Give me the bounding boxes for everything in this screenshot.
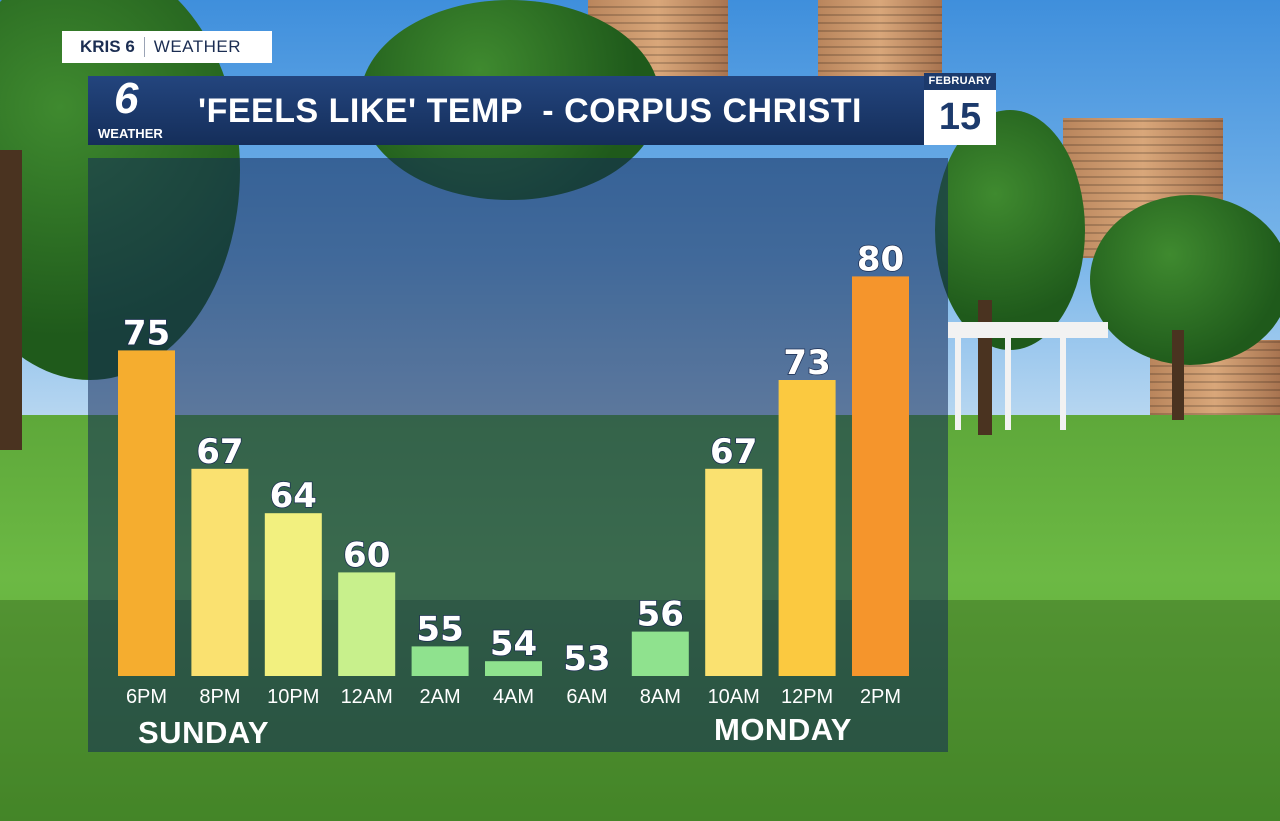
bar [338,572,396,676]
bar-value-label: 67 [710,432,757,472]
bar-value-label: 64 [270,476,317,516]
bar [118,350,175,676]
bar [705,468,763,676]
bar-value-label: 75 [123,313,170,353]
station-logo: 6 WEATHER [88,74,178,145]
bar-value-label: 80 [857,239,904,279]
tree [935,110,1085,350]
bar-value-label: 67 [196,432,243,472]
time-label: 8PM [199,686,240,708]
pavilion [955,338,961,430]
pavilion [1060,338,1066,430]
time-label: 10AM [708,686,760,708]
time-label: 12AM [341,686,393,708]
tree-trunk [1172,330,1184,420]
time-label: 12PM [781,686,833,708]
station-name: KRIS 6 [80,37,135,56]
section-name: WEATHER [153,37,242,56]
bar [485,661,542,676]
date-badge: FEBRUARY 15 [924,73,996,145]
date-day: 15 [938,96,982,138]
station-tag: KRIS 6 WEATHER [62,31,272,63]
time-label: 8AM [640,686,681,708]
date-month: FEBRUARY [924,73,996,90]
time-label: 6AM [566,686,607,708]
bar [631,631,689,676]
time-label: 2AM [420,686,461,708]
bar [264,513,322,676]
bar [778,380,836,676]
pavilion [948,322,1108,338]
bar [191,468,249,676]
divider [143,37,145,57]
bar-value-label: 73 [783,343,830,383]
bar-value-label: 54 [490,624,537,664]
tree-trunk [978,300,992,435]
tree-trunk [0,150,22,450]
day-label-monday: MONDAY [714,712,852,747]
building [1063,118,1223,258]
time-label: 10PM [267,686,319,708]
time-label: 6PM [126,686,167,708]
title-bar: 6 WEATHER 'FEELS LIKE' TEMP - CORPUS CHR… [88,74,924,145]
logo-label: WEATHER [98,126,163,141]
bar-value-label: 56 [637,595,684,635]
bar [852,276,909,676]
bar-value-label: 55 [416,609,463,649]
tree [1090,195,1280,365]
time-label: 2PM [860,686,901,708]
bar-value-label: 60 [343,535,390,575]
chart-title: 'FEELS LIKE' TEMP - CORPUS CHRISTI [198,92,862,130]
day-label-sunday: SUNDAY [138,715,270,750]
logo-number: 6 [114,74,139,123]
bar-value-label: 53 [563,639,610,679]
pavilion [1005,338,1011,430]
time-label: 4AM [493,686,534,708]
bar [411,646,469,676]
building [818,0,942,80]
bar-chart: 75 6PM 67 8PM 64 10PM 60 12AM 55 2AM 54 4AM 53 6AM 56 8… [118,239,909,708]
